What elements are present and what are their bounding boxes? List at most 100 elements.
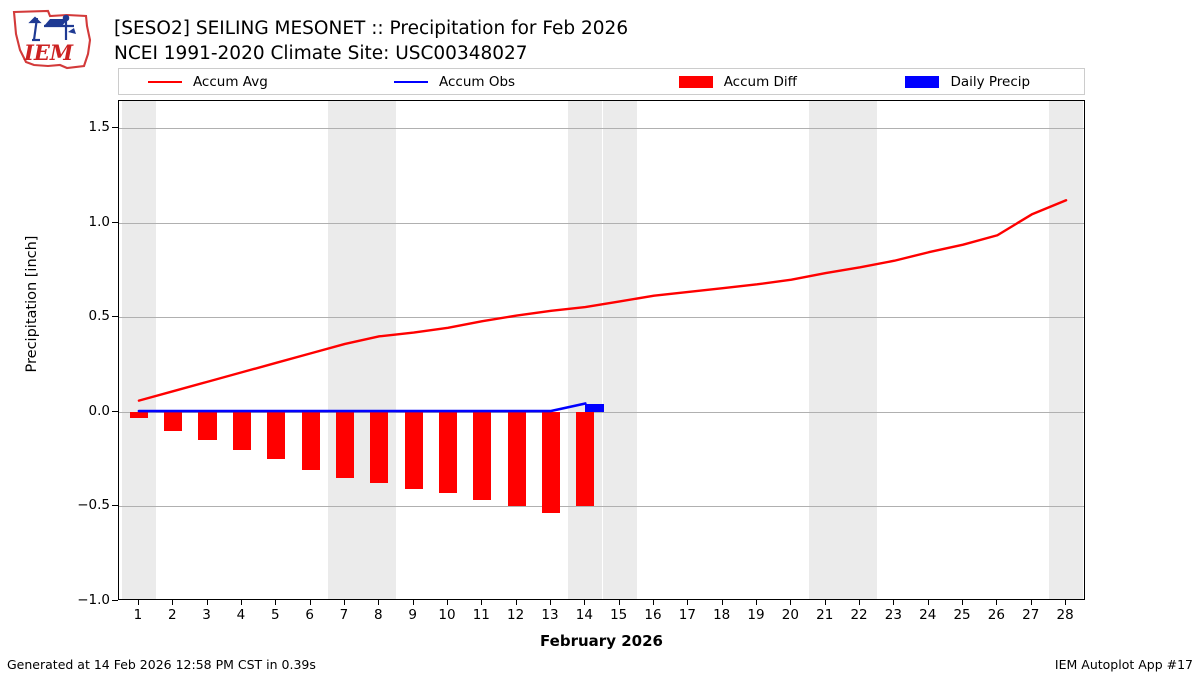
legend-item-daily-precip[interactable]: Daily Precip — [886, 69, 1084, 94]
iem-logo-icon: IEM — [12, 9, 92, 70]
weekend-band — [1048, 101, 1084, 599]
legend-item-accum-diff[interactable]: Accum Diff — [630, 69, 886, 94]
x-tick-label: 28 — [1056, 607, 1074, 623]
x-tick-label: 16 — [644, 607, 662, 623]
gridline — [119, 412, 1084, 413]
x-tick-label: 10 — [438, 607, 456, 623]
accum-diff-bar — [473, 411, 492, 500]
x-tick-label: 19 — [747, 607, 765, 623]
x-tick-label: 13 — [541, 607, 559, 623]
x-tick-mark — [378, 600, 380, 605]
x-tick-label: 27 — [1022, 607, 1040, 623]
accum-diff-bar — [541, 411, 561, 514]
y-tick-label: 1.5 — [88, 119, 110, 136]
daily-precip-bar — [585, 404, 604, 412]
x-tick-label: 2 — [167, 607, 177, 623]
title-line-1: [SESO2] SEILING MESONET :: Precipitation… — [114, 18, 629, 39]
x-tick-mark — [653, 600, 654, 605]
x-tick-mark — [687, 600, 689, 605]
weekend-band — [568, 101, 603, 599]
x-tick-label: 24 — [919, 607, 937, 623]
x-tick-label: 25 — [953, 607, 971, 623]
x-tick-label: 11 — [472, 607, 490, 623]
x-tick-mark — [790, 600, 792, 605]
x-tick-label: 4 — [236, 607, 246, 623]
legend-patch-icon-daily-precip — [905, 75, 940, 88]
plot-area — [118, 100, 1085, 600]
x-tick-label: 17 — [678, 607, 696, 623]
accum-diff-bar — [438, 411, 458, 494]
x-tick-label: 26 — [987, 607, 1005, 623]
footer-app-id: IEM Autoplot App #17 — [1054, 657, 1193, 672]
svg-text:IEM: IEM — [23, 40, 74, 65]
x-tick-mark — [515, 600, 517, 605]
x-tick-label: 5 — [270, 607, 280, 623]
x-tick-mark — [343, 600, 345, 605]
x-tick-label: 18 — [713, 607, 731, 623]
x-tick-label: 8 — [373, 607, 383, 623]
page-title: [SESO2] SEILING MESONET :: Precipitation… — [114, 16, 914, 66]
x-tick-mark — [962, 600, 964, 605]
legend-item-accum-obs[interactable]: Accum Obs — [375, 69, 631, 94]
x-tick-label: 14 — [575, 607, 593, 623]
legend-line-icon-accum-obs — [394, 80, 429, 83]
y-tick-mark — [112, 221, 118, 223]
y-tick-label: 0.5 — [88, 308, 110, 325]
weekend-band — [121, 101, 157, 599]
accum-diff-bar — [198, 411, 217, 441]
accum-diff-bar — [576, 411, 595, 506]
x-tick-label: 20 — [781, 607, 799, 623]
weekend-band — [362, 101, 397, 599]
x-tick-mark — [721, 600, 723, 605]
x-tick-mark — [1065, 600, 1067, 605]
y-axis-label: Precipitation [inch] — [24, 235, 40, 373]
accum-diff-bar — [164, 411, 183, 431]
x-tick-mark — [275, 600, 277, 605]
x-tick-mark — [824, 600, 826, 605]
x-tick-mark — [481, 600, 483, 605]
x-tick-label: 3 — [202, 607, 211, 623]
x-tick-mark — [996, 600, 998, 605]
accum-diff-bar — [404, 411, 423, 490]
x-tick-mark — [206, 600, 208, 605]
legend-label-accum-avg: Accum Avg — [192, 73, 268, 90]
x-tick-label: 1 — [133, 607, 143, 623]
x-tick-mark — [137, 600, 139, 605]
legend-label-accum-obs: Accum Obs — [439, 73, 516, 90]
x-tick-mark — [1030, 600, 1032, 605]
footer-generated-text: Generated at 14 Feb 2026 12:58 PM CST in… — [7, 657, 316, 672]
gridline — [119, 223, 1084, 224]
legend-line-icon-accum-avg — [147, 80, 182, 83]
legend-label-accum-diff: Accum Diff — [723, 73, 797, 90]
accum-diff-bar — [267, 411, 286, 460]
x-tick-label: 22 — [850, 607, 868, 623]
gridline — [119, 317, 1084, 318]
x-tick-label: 7 — [339, 607, 349, 623]
accum-diff-bar — [301, 411, 320, 470]
x-tick-mark — [172, 600, 174, 605]
title-line-2: NCEI 1991-2020 Climate Site: USC00348027 — [114, 43, 528, 64]
x-tick-mark — [309, 600, 311, 605]
y-tick-label: 1.0 — [88, 213, 110, 230]
x-tick-label: 15 — [610, 607, 628, 623]
accum-diff-bar — [370, 411, 389, 483]
y-tick-mark — [112, 410, 118, 412]
x-tick-label: 21 — [816, 607, 834, 623]
y-tick-mark — [112, 316, 118, 318]
x-tick-label: 9 — [408, 607, 417, 623]
accum-diff-bar — [129, 411, 148, 418]
lines-group — [137, 199, 1068, 413]
accum-avg-line — [137, 199, 1068, 402]
accum-diff-bar — [507, 411, 526, 507]
legend-item-accum-avg[interactable]: Accum Avg — [119, 69, 375, 94]
iem-logo[interactable]: IEM — [4, 6, 100, 74]
y-tick-label: −0.5 — [77, 497, 110, 514]
x-tick-mark — [412, 600, 414, 605]
accum-diff-bar — [335, 411, 355, 479]
x-tick-mark — [446, 600, 448, 605]
x-tick-mark — [756, 600, 758, 605]
x-tick-mark — [549, 600, 551, 605]
x-tick-label: 12 — [507, 607, 525, 623]
y-tick-mark — [112, 127, 118, 129]
